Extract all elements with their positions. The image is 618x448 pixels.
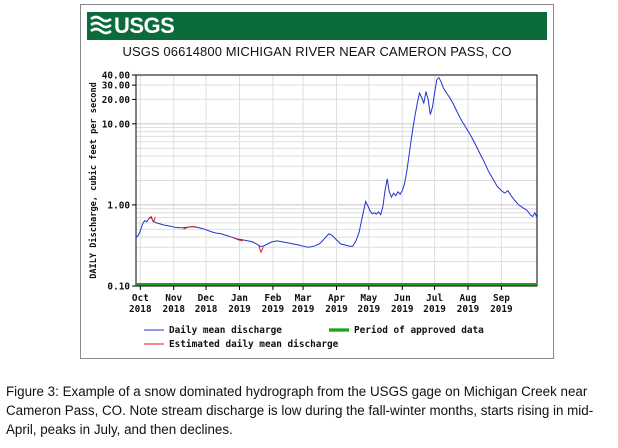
y-tick-label: 1.00 — [107, 200, 130, 211]
x-tick-year: 2019 — [457, 304, 480, 315]
x-tick-year: 2019 — [325, 304, 348, 315]
x-tick-month: Aug — [460, 293, 477, 304]
chart-title: USGS 06614800 MICHIGAN RIVER NEAR CAMERO… — [122, 44, 512, 59]
legend-label: Daily mean discharge — [169, 325, 282, 336]
discharge-lines — [135, 76, 538, 254]
x-tick-year: 2018 — [162, 304, 185, 315]
series-estimated-line — [148, 215, 156, 223]
x-tick-month: Mar — [295, 293, 312, 304]
x-tick-month: Dec — [198, 293, 215, 304]
x-tick-month: May — [360, 293, 377, 304]
x-tick-year: 2019 — [358, 304, 381, 315]
usgs-wave-icon — [90, 15, 112, 35]
y-tick-label: 20.00 — [102, 95, 131, 106]
series-estimated-line — [233, 237, 243, 242]
y-tick-label: 0.10 — [107, 282, 130, 293]
x-tick-month: Jun — [394, 293, 411, 304]
legend-label: Period of approved data — [354, 325, 484, 336]
usgs-banner: USGS — [87, 12, 547, 40]
grid-lines — [136, 74, 537, 287]
legend: Daily mean discharge Estimated daily mean… — [144, 325, 484, 350]
approved-period-bar — [136, 283, 537, 286]
y-tick-label: 10.00 — [102, 119, 131, 130]
x-tick-year: 2019 — [292, 304, 315, 315]
x-tick-month: Jul — [426, 293, 443, 304]
x-axis-ticks: Oct2018Nov2018Dec2018Jan2019Feb2019Mar20… — [129, 286, 513, 315]
figure-caption: Figure 3: Example of a snow dominated hy… — [6, 384, 594, 437]
x-tick-year: 2019 — [490, 304, 513, 315]
series-daily-mean-line — [135, 76, 538, 248]
y-tick-label: 40.00 — [102, 71, 131, 82]
x-tick-year: 2019 — [228, 304, 251, 315]
x-tick-year: 2018 — [195, 304, 218, 315]
x-tick-year: 2018 — [129, 304, 152, 315]
figure-frame: USGS USGS 06614800 MICHIGAN RIVER NEAR C… — [80, 4, 554, 359]
x-tick-month: Nov — [165, 293, 182, 304]
approved-period-band — [136, 283, 537, 286]
y-axis-label: DAILY Discharge, cubic feet per second — [88, 82, 99, 279]
y-tick-label: 30.00 — [102, 81, 131, 92]
legend-label: Estimated daily mean discharge — [169, 339, 339, 350]
x-tick-month: Sep — [493, 293, 510, 304]
x-tick-month: Apr — [328, 293, 345, 304]
series-estimated-line — [183, 226, 197, 230]
usgs-logo-text: USGS — [114, 13, 175, 38]
x-tick-month: Feb — [264, 293, 281, 304]
x-tick-month: Jan — [231, 293, 248, 304]
x-tick-month: Oct — [132, 293, 149, 304]
x-tick-year: 2019 — [391, 304, 414, 315]
x-tick-year: 2019 — [262, 304, 285, 315]
x-tick-year: 2019 — [423, 304, 446, 315]
series-estimated-line — [258, 246, 264, 254]
